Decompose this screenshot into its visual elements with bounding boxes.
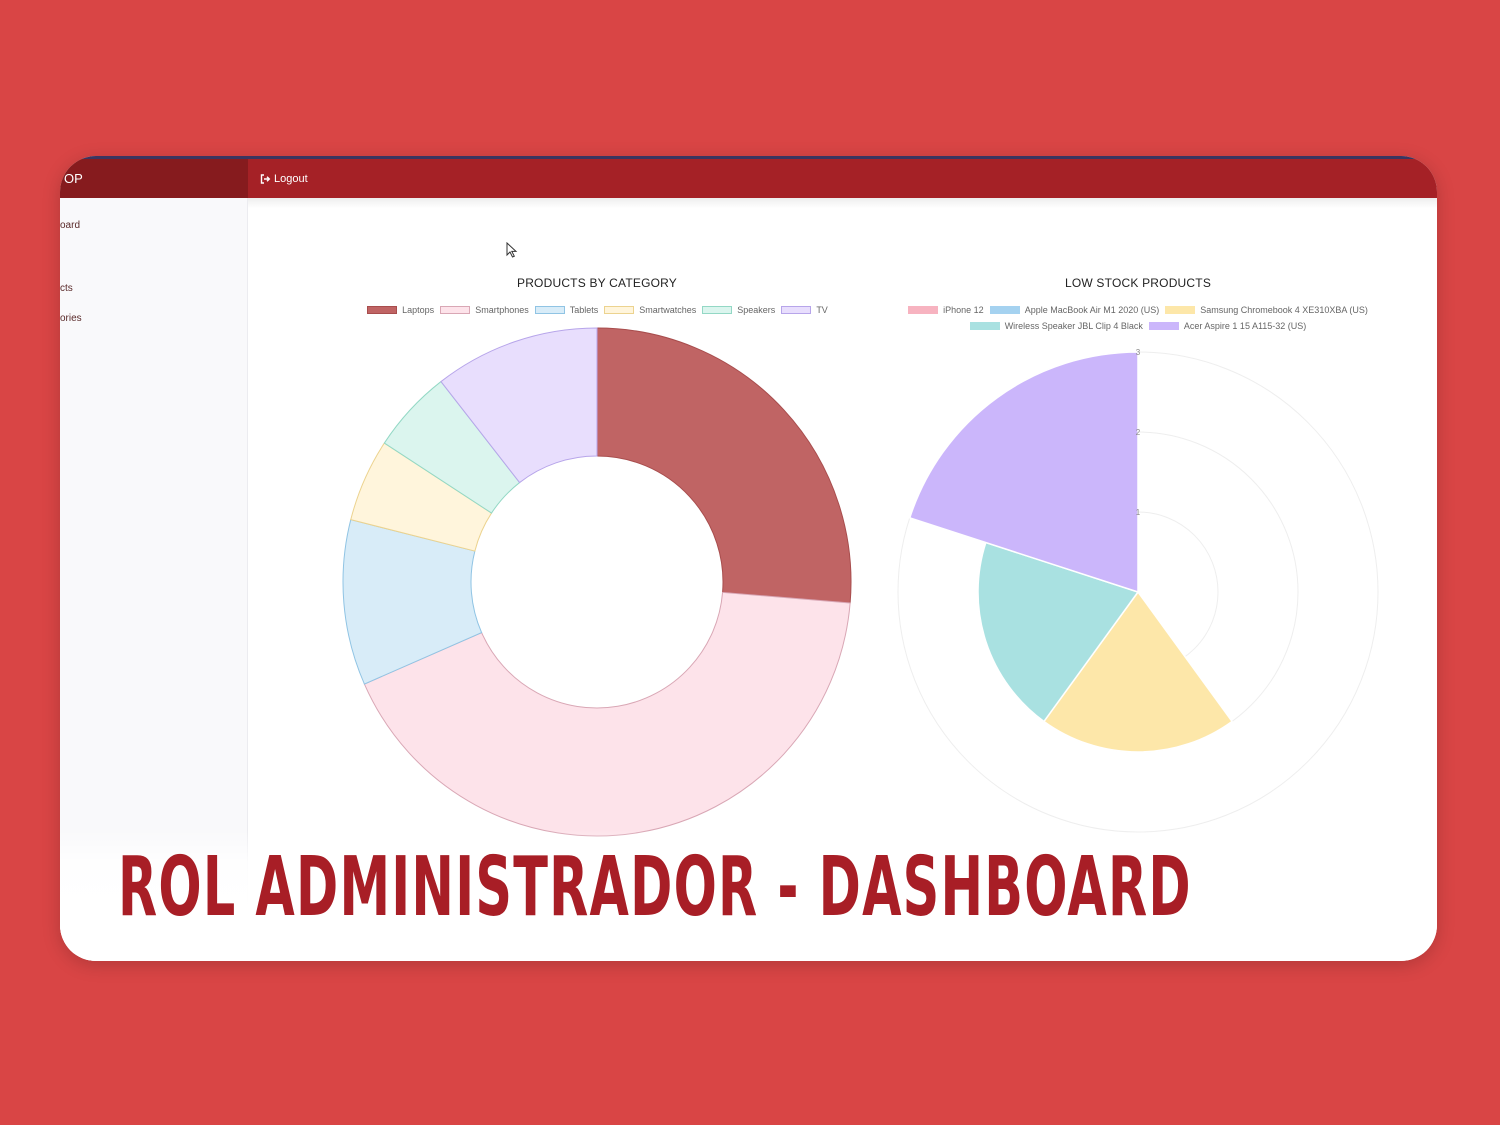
doughnut-slice-tv[interactable] xyxy=(440,327,598,484)
chart-title-low-stock-products: LOW STOCK PRODUCTS xyxy=(1064,276,1212,290)
legend-item-speakers[interactable]: Speakers xyxy=(702,305,775,315)
legend-label: Smartphones xyxy=(475,305,529,315)
caption-backdrop xyxy=(60,830,1437,961)
legend-swatch xyxy=(604,306,635,314)
polar-tick-label: 3 xyxy=(1136,348,1141,357)
polar-tick-label: 2 xyxy=(1136,428,1141,437)
video-caption-title: ROL ADMINISTRADOR - DASHBOARD xyxy=(118,840,1192,935)
sidebar-item-dashboard[interactable]: oard xyxy=(60,220,81,231)
sidebar-item-categories[interactable]: ories xyxy=(60,313,82,324)
legend-swatch xyxy=(1165,306,1196,314)
mouse-cursor-icon xyxy=(506,241,518,263)
sidebar-item-products[interactable]: cts xyxy=(60,283,73,294)
legend-item-laptops[interactable]: Laptops xyxy=(367,305,434,315)
legend-label: Tablets xyxy=(569,305,599,315)
chart-title-products-by-category: PRODUCTS BY CATEGORY xyxy=(516,276,678,290)
legend-swatch xyxy=(969,322,1000,330)
doughnut-slice-laptops[interactable] xyxy=(596,327,852,604)
legend-label: Speakers xyxy=(737,305,776,315)
legend-item-acer-aspire-1-15-a115-32-us[interactable]: Acer Aspire 1 15 A115-32 (US) xyxy=(1148,321,1307,331)
logout-button[interactable]: Logout xyxy=(260,159,308,198)
legend-label: Laptops xyxy=(402,305,435,315)
legend-item-wireless-speaker-jbl-clip-4-black[interactable]: Wireless Speaker JBL Clip 4 Black xyxy=(969,321,1143,331)
legend-low-stock-products: iPhone 12 Apple MacBook Air M1 2020 (US) S… xyxy=(880,305,1396,331)
legend-swatch xyxy=(908,306,939,314)
legend-item-tv[interactable]: TV xyxy=(781,305,828,315)
doughnut-chart xyxy=(342,327,852,837)
polar-segment-samsung-chromebook-4-xe310xba-us[interactable] xyxy=(1042,590,1234,753)
legend-label: Wireless Speaker JBL Clip 4 Black xyxy=(1004,321,1143,331)
legend-swatch xyxy=(989,306,1020,314)
legend-products-by-category: Laptops Smartphones Tablets Smartwatches Spe… xyxy=(330,305,865,315)
legend-item-samsung-chromebook-4-xe310xba-us[interactable]: Samsung Chromebook 4 XE310XBA (US) xyxy=(1165,305,1368,315)
polar-segment-wireless-speaker-jbl-clip-4-black[interactable] xyxy=(977,541,1140,723)
legend-swatch xyxy=(440,306,471,314)
logout-label: Logout xyxy=(274,172,308,185)
doughnut-slice-smartphones[interactable] xyxy=(363,591,851,837)
brand-logo[interactable]: OP xyxy=(60,159,248,198)
legend-label: iPhone 12 xyxy=(943,305,984,315)
legend-item-iphone-12[interactable]: iPhone 12 xyxy=(908,305,984,315)
legend-label: Acer Aspire 1 15 A115-32 (US) xyxy=(1183,321,1307,331)
legend-label: Apple MacBook Air M1 2020 (US) xyxy=(1024,305,1160,315)
polar-area-chart: 1 2 3 xyxy=(897,348,1379,833)
legend-label: Samsung Chromebook 4 XE310XBA (US) xyxy=(1200,305,1368,315)
sign-out-icon xyxy=(260,173,271,184)
polar-tick-label: 1 xyxy=(1136,508,1141,517)
legend-label: Smartwatches xyxy=(639,305,697,315)
legend-swatch xyxy=(1148,322,1179,330)
legend-item-smartwatches[interactable]: Smartwatches xyxy=(604,305,696,315)
window-top-edge xyxy=(60,156,1437,159)
main-content xyxy=(248,198,1437,961)
legend-label: TV xyxy=(816,305,828,315)
legend-item-apple-macbook-air-m1-2020-us[interactable]: Apple MacBook Air M1 2020 (US) xyxy=(989,305,1160,315)
legend-swatch xyxy=(534,306,565,314)
top-navbar: Logout xyxy=(248,159,1437,198)
legend-item-tablets[interactable]: Tablets xyxy=(534,305,599,315)
legend-swatch xyxy=(367,306,398,314)
legend-item-smartphones[interactable]: Smartphones xyxy=(440,305,529,315)
legend-swatch xyxy=(702,306,733,314)
legend-swatch xyxy=(781,306,812,314)
polar-segment-acer-aspire-1-15-a115-32-us[interactable] xyxy=(908,351,1139,594)
